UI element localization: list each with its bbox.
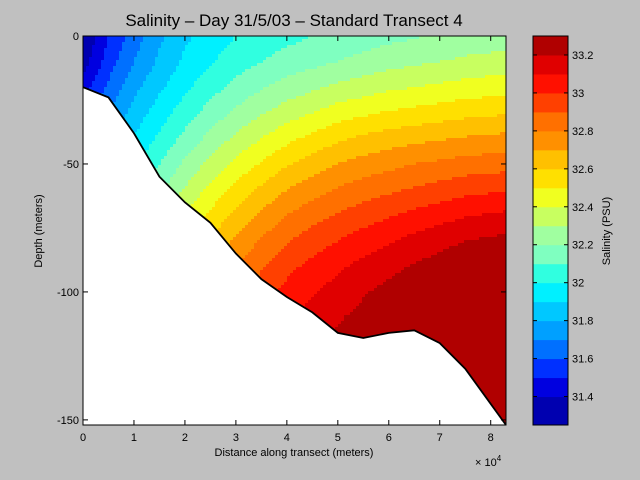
y-tick-label: -50 — [63, 159, 79, 171]
colorbar-swatch — [533, 111, 568, 132]
colorbar-swatch — [533, 320, 568, 341]
colorbar-swatch — [533, 377, 568, 398]
x-tick-label: 3 — [233, 432, 239, 444]
colorbar-label: Salinity (PSU) — [601, 197, 613, 265]
chart-title: Salinity – Day 31/5/03 – Standard Transe… — [125, 11, 462, 30]
contour-axes: 0 1 2 3 4 5 6 7 8 0 -50 -100 -150 — [57, 31, 507, 444]
y-tick-label: -150 — [57, 415, 79, 427]
colorbar-swatch — [533, 187, 568, 208]
colorbar-swatch — [533, 358, 568, 379]
colorbar-tick-label: 32.8 — [572, 126, 593, 138]
colorbar-tick-label: 31.6 — [572, 354, 593, 366]
seafloor-mask — [83, 87, 506, 425]
x-axis-ticks: 0 1 2 3 4 5 6 7 8 — [80, 36, 494, 444]
colorbar-swatch — [533, 339, 568, 360]
x-tick-label: 6 — [386, 432, 392, 444]
x-tick-label: 0 — [80, 432, 86, 444]
y-tick-label: 0 — [73, 31, 79, 43]
x-tick-label: 8 — [488, 432, 494, 444]
colorbar-tick-label: 31.4 — [572, 392, 593, 404]
colorbar-swatch — [533, 244, 568, 265]
colorbar-swatch — [533, 130, 568, 151]
colorbar-tick-label: 32 — [572, 278, 584, 290]
colorbar: 31.4 31.6 31.8 32 32.2 32.4 32.6 32.8 33 33.2 — [532, 35, 593, 426]
colorbar-swatch — [533, 149, 568, 170]
y-tick-label: -100 — [57, 287, 79, 299]
colorbar-swatch — [533, 168, 568, 189]
colorbar-swatches — [533, 36, 568, 426]
x-tick-label: 1 — [131, 432, 137, 444]
x-axis-multiplier: × 104 — [475, 454, 502, 469]
colorbar-swatch — [533, 54, 568, 75]
x-tick-label: 4 — [284, 432, 290, 444]
colorbar-tick-label: 31.8 — [572, 316, 593, 328]
colorbar-swatch — [533, 92, 568, 113]
y-axis-label: Depth (meters) — [33, 194, 45, 267]
colorbar-ticks: 31.4 31.6 31.8 32 32.2 32.4 32.6 32.8 33 33.2 — [533, 50, 593, 404]
axes-frame — [82, 35, 507, 426]
colorbar-swatch — [533, 73, 568, 94]
colorbar-swatch — [533, 225, 568, 246]
colorbar-swatch — [533, 396, 568, 426]
colorbar-tick-label: 33.2 — [572, 50, 593, 62]
colorbar-frame — [532, 35, 569, 426]
x-axis-label: Distance along transect (meters) — [215, 447, 374, 459]
colorbar-swatch — [533, 36, 568, 56]
colorbar-tick-label: 32.2 — [572, 240, 593, 252]
colorbar-swatch — [533, 301, 568, 322]
bottom-profile-line — [83, 86, 506, 425]
colorbar-tick-label: 32.6 — [572, 164, 593, 176]
colorbar-tick-label: 33 — [572, 88, 584, 100]
colorbar-swatch — [533, 206, 568, 227]
colorbar-tick-label: 32.4 — [572, 202, 593, 214]
y-axis-ticks: 0 -50 -100 -150 — [57, 31, 506, 427]
x-tick-label: 5 — [335, 432, 341, 444]
x-tick-label: 2 — [182, 432, 188, 444]
colorbar-swatch — [533, 282, 568, 303]
x-tick-label: 7 — [437, 432, 443, 444]
colorbar-swatch — [533, 263, 568, 284]
